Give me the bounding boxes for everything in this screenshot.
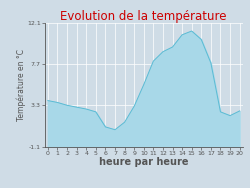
X-axis label: heure par heure: heure par heure	[99, 157, 188, 167]
Y-axis label: Température en °C: Température en °C	[16, 49, 26, 121]
Title: Evolution de la température: Evolution de la température	[60, 10, 227, 23]
